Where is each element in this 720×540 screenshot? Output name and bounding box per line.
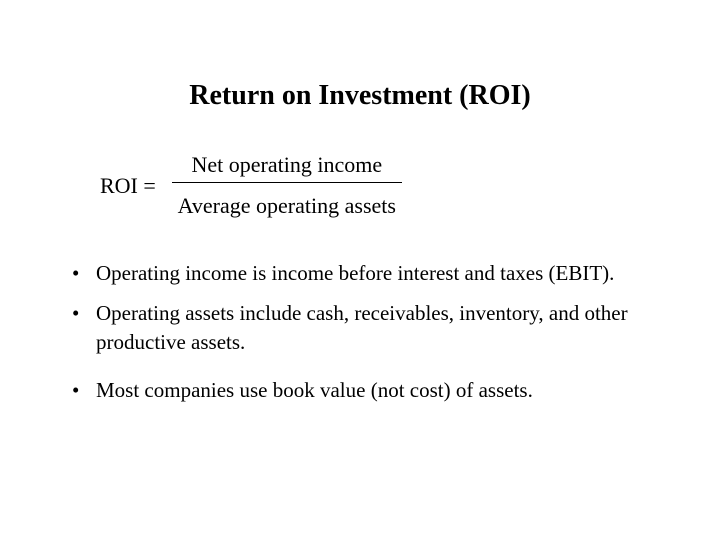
bullet-item: Most companies use book value (not cost)… [60,376,660,404]
formula-divider [172,182,402,183]
formula-denominator: Average operating assets [178,193,396,219]
bullet-item: Operating assets include cash, receivabl… [60,299,660,356]
formula-numerator: Net operating income [191,152,382,178]
formula-fraction: Net operating income Average operating a… [172,152,402,219]
bullet-list: Operating income is income before intere… [60,259,660,404]
bullet-item: Operating income is income before intere… [60,259,660,287]
slide-title: Return on Investment (ROI) [60,80,660,112]
roi-formula: ROI = Net operating income Average opera… [100,152,660,219]
formula-lhs: ROI = [100,173,156,199]
